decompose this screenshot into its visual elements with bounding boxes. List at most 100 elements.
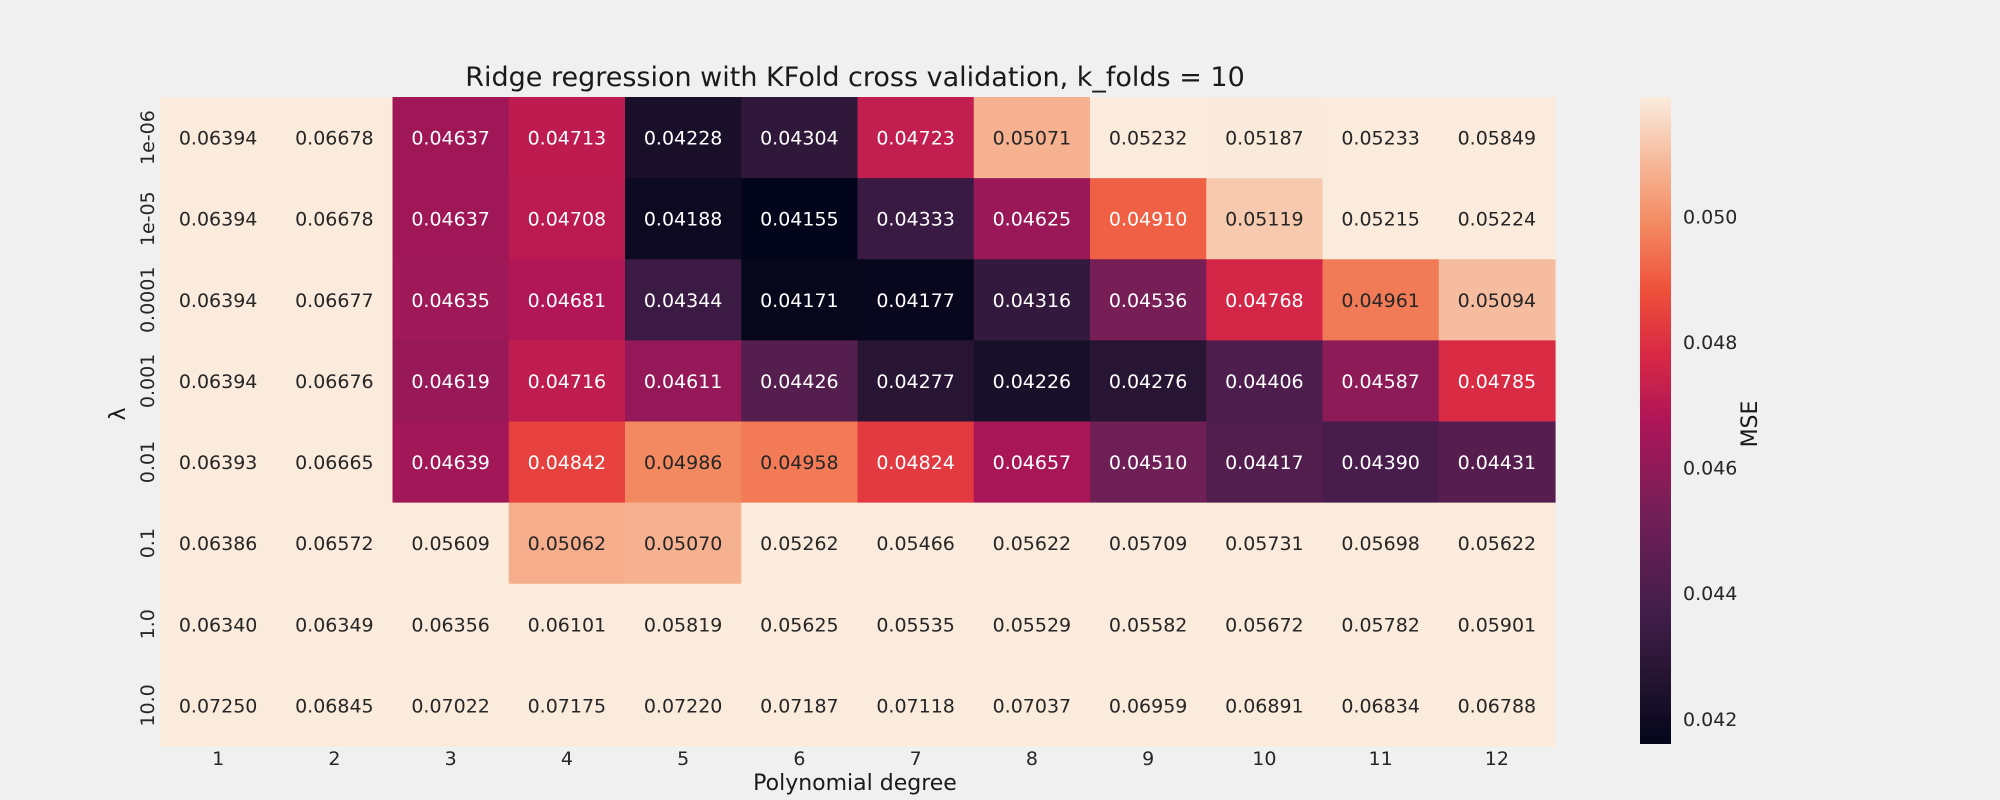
heatmap-cell	[857, 502, 975, 585]
x-tick-label: 3	[445, 748, 457, 770]
heatmap-cell	[625, 340, 742, 423]
cell-value-label: 0.04619	[411, 371, 490, 393]
heatmap-cell	[508, 664, 626, 747]
cell-value-label: 0.04958	[760, 452, 839, 474]
cell-value-label: 0.05233	[1341, 128, 1420, 150]
cell-value-label: 0.04277	[876, 371, 955, 393]
heatmap-cell	[625, 97, 742, 179]
y-tick-label: 1e-06	[137, 110, 159, 165]
cell-value-label: 0.04536	[1109, 290, 1188, 312]
heatmap-cell	[741, 421, 859, 504]
cell-value-label: 0.06788	[1458, 695, 1537, 717]
cell-value-label: 0.05731	[1225, 533, 1304, 555]
heatmap-cell	[392, 340, 510, 423]
cell-value-label: 0.06678	[295, 209, 374, 231]
heatmap-cell	[508, 583, 626, 666]
heatmap-cell	[1206, 97, 1324, 179]
colorbar-ticks: 0.042 0.044 0.046 0.048 0.050	[1683, 206, 1737, 731]
heatmap-cell	[160, 583, 277, 666]
x-tick-label: 2	[328, 748, 340, 770]
heatmap-cell	[392, 664, 510, 747]
heatmap-cell	[276, 664, 394, 747]
heatmap-cell	[741, 259, 859, 341]
cell-value-label: 0.04426	[760, 371, 839, 393]
heatmap-cell	[276, 340, 394, 423]
cell-value-label: 0.05582	[1109, 614, 1188, 636]
cell-value-label: 0.05094	[1458, 290, 1537, 312]
heatmap-cell	[973, 340, 1091, 423]
cell-value-label: 0.06394	[179, 209, 258, 231]
heatmap-cell	[741, 178, 859, 260]
cell-value-label: 0.05466	[876, 533, 955, 555]
colorbar-tick-label: 0.044	[1683, 583, 1737, 605]
cell-value-label: 0.04510	[1109, 452, 1188, 474]
heatmap-cell	[857, 421, 975, 504]
x-tick-label: 7	[910, 748, 922, 770]
cell-value-label: 0.06665	[295, 452, 374, 474]
x-tick-label: 12	[1485, 748, 1509, 770]
heatmap-cell	[1090, 340, 1207, 423]
x-tick-label: 9	[1142, 748, 1154, 770]
y-axis-label: λ	[106, 407, 131, 420]
heatmap-cell	[1090, 97, 1207, 179]
cell-value-label: 0.06394	[179, 371, 258, 393]
heatmap-cell	[1322, 502, 1440, 585]
heatmap-cell	[508, 502, 626, 585]
chart-title: Ridge regression with KFold cross valida…	[465, 62, 1245, 93]
cell-value-label: 0.05262	[760, 533, 839, 555]
heatmap-cell	[276, 97, 394, 179]
cell-value-label: 0.04716	[528, 371, 607, 393]
cell-value-label: 0.05187	[1225, 128, 1304, 150]
cell-value-label: 0.04657	[993, 452, 1072, 474]
colorbar-tick-label: 0.046	[1683, 458, 1737, 480]
cell-value-label: 0.04723	[876, 128, 955, 150]
y-tick-label: 1e-05	[137, 191, 159, 246]
cell-value-label: 0.07022	[411, 695, 490, 717]
heatmap-cell	[1438, 259, 1556, 341]
cell-value-label: 0.04171	[760, 290, 839, 312]
x-tick-label: 5	[677, 748, 689, 770]
cell-value-label: 0.04713	[528, 128, 607, 150]
cell-value-label: 0.05901	[1458, 614, 1537, 636]
heatmap-cell	[625, 583, 742, 666]
cell-value-label: 0.06959	[1109, 695, 1188, 717]
heatmap-cell	[1090, 259, 1207, 341]
cell-value-label: 0.06845	[295, 695, 374, 717]
heatmap-cell	[973, 583, 1091, 666]
heatmap-cells	[160, 97, 1556, 747]
heatmap-cell	[973, 502, 1091, 585]
heatmap-cell	[625, 502, 742, 585]
cell-value-label: 0.06394	[179, 290, 258, 312]
colorbar	[1640, 97, 1671, 744]
heatmap-cell	[160, 502, 277, 585]
heatmap-cell	[392, 97, 510, 179]
cell-value-label: 0.05062	[528, 533, 607, 555]
heatmap-cell	[1438, 340, 1556, 423]
cell-value-label: 0.07037	[993, 695, 1072, 717]
heatmap-cell	[392, 583, 510, 666]
y-tick-label: 0.001	[137, 354, 159, 408]
cell-value-label: 0.06834	[1341, 695, 1420, 717]
heatmap-cell	[508, 97, 626, 179]
cell-value-label: 0.04417	[1225, 452, 1304, 474]
heatmap-cell	[625, 259, 742, 341]
heatmap-cell	[741, 97, 859, 179]
heatmap-cell	[508, 259, 626, 341]
cell-value-label: 0.05709	[1109, 533, 1188, 555]
heatmap-cell	[857, 340, 975, 423]
cell-value-label: 0.05672	[1225, 614, 1304, 636]
y-tick-label: 0.0001	[137, 267, 159, 333]
cell-value-label: 0.05071	[993, 128, 1072, 150]
cell-value-label: 0.05625	[760, 614, 839, 636]
cell-value-label: 0.04155	[760, 209, 839, 231]
cell-value-label: 0.06676	[295, 371, 374, 393]
heatmap-cell	[1206, 664, 1324, 747]
cell-value-label: 0.04637	[411, 128, 490, 150]
cell-value-label: 0.05609	[411, 533, 490, 555]
heatmap-cell	[160, 97, 277, 179]
cell-value-label: 0.05535	[876, 614, 955, 636]
heatmap-cell	[508, 178, 626, 260]
cell-value-label: 0.05782	[1341, 614, 1420, 636]
heatmap-cell	[973, 178, 1091, 260]
cell-value-label: 0.06386	[179, 533, 258, 555]
